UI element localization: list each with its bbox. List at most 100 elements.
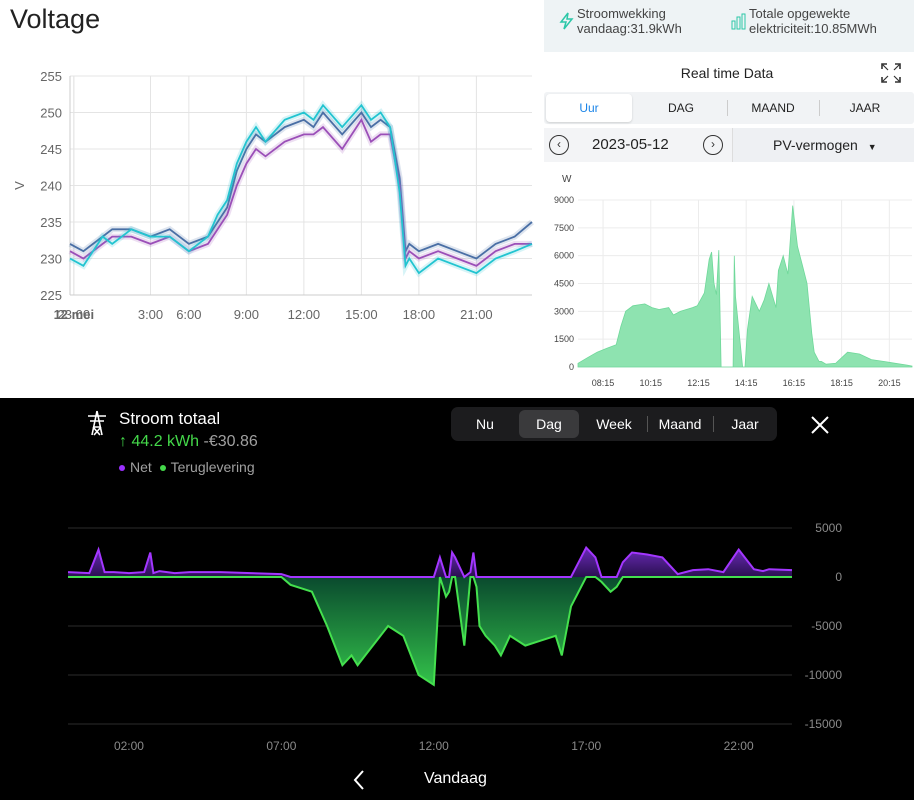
tab-divider	[819, 100, 820, 116]
y-tick-label: 6000	[554, 251, 574, 261]
solar-panel: Stroomwekking vandaag:31.9kWh Totale opg…	[540, 0, 914, 398]
close-icon[interactable]	[808, 413, 832, 437]
tab-jaar[interactable]: JAAR	[849, 101, 881, 115]
date-display: 2023-05-12	[592, 136, 669, 153]
x-tick-label: 12:00	[419, 739, 449, 753]
expand-icon[interactable]	[880, 62, 902, 84]
y-tick-label: 0	[835, 570, 842, 584]
x-tick-label: 14:15	[735, 378, 758, 388]
metric-dropdown[interactable]: PV-vermogen ▼	[732, 128, 914, 162]
pv-chart: W 0 1500 3000 4500 6000 7500 9000 08:15 10:15 12:1…	[554, 174, 913, 388]
y-axis-unit: W	[562, 174, 572, 185]
period-week[interactable]: Week	[596, 416, 632, 432]
x-tick-label: 07:00	[266, 739, 296, 753]
legend-teruglevering: Teruglevering	[170, 459, 255, 475]
y-tick-label: -10000	[805, 668, 843, 682]
x-tick-label: 18:15	[830, 378, 853, 388]
lightning-icon	[559, 12, 574, 30]
metric-value: PV-vermogen	[773, 137, 858, 153]
y-tick-label: -15000	[805, 717, 843, 731]
period-selector: Nu Dag Week Maand Jaar	[451, 407, 777, 441]
x-tick-label: 20:15	[878, 378, 901, 388]
energy-chart: 5000 0 -5000 -10000 -15000 02:00 07:00 12:00 17:…	[67, 521, 843, 753]
period-nu[interactable]: Nu	[476, 416, 494, 432]
bar-chart-icon	[731, 13, 746, 30]
x-tick-label: 23:00	[58, 307, 91, 322]
seg-divider	[713, 416, 714, 432]
y-tick-label: -5000	[811, 619, 842, 633]
stat-total-value: elektriciteit:10.85MWh	[749, 21, 877, 36]
x-tick-label: 08:15	[592, 378, 615, 388]
pv-area	[577, 205, 913, 368]
legend-dot-teruglevering	[159, 465, 166, 472]
y-tick-label: 235	[40, 215, 62, 230]
x-tick-label: 12:15	[687, 378, 710, 388]
energy-title: Stroom totaal	[119, 409, 221, 428]
solar-stats-bar: Stroomwekking vandaag:31.9kWh Totale opg…	[544, 0, 914, 52]
voltage-series-line	[69, 103, 533, 275]
tab-dag[interactable]: DAG	[667, 101, 694, 115]
energy-kwh: 44.2 kWh	[131, 433, 200, 450]
voltage-panel: 225 230 235 240 245 250 255 23:00 12 mei 3:00 6:00…	[0, 0, 540, 398]
y-tick-label: 225	[40, 288, 62, 303]
next-date-button[interactable]: ›	[703, 135, 723, 155]
legend-dot-net	[119, 465, 125, 472]
y-tick-label: 9000	[554, 195, 574, 205]
x-tick-label: 16:15	[783, 378, 806, 388]
y-tick-label: 245	[40, 142, 62, 157]
y-tick-label: 3000	[554, 306, 574, 316]
today-label: Vandaag	[424, 770, 487, 787]
x-tick-label: 02:00	[114, 739, 144, 753]
x-tick-label: 17:00	[571, 739, 601, 753]
energy-legend: Net Teruglevering	[119, 459, 255, 475]
voltage-series-band	[68, 113, 532, 270]
y-tick-label: 7500	[554, 223, 574, 233]
y-tick-label: 5000	[815, 521, 842, 535]
x-tick-label: 3:00	[138, 307, 163, 322]
x-tick-label: 21:00	[460, 307, 493, 322]
y-tick-label: 250	[40, 106, 62, 121]
date-bar: ‹ 2023-05-12 › PV-vermogen ▼	[544, 128, 914, 162]
x-tick-label: 18:00	[403, 307, 436, 322]
prev-date-button[interactable]: ‹	[549, 135, 569, 155]
caret-down-icon: ▼	[867, 142, 877, 152]
x-tick-label: 12 mei	[54, 307, 94, 322]
energy-cost: -€30.86	[203, 433, 258, 450]
tab-maand[interactable]: MAAND	[751, 101, 795, 115]
x-tick-label: 10:15	[639, 378, 662, 388]
stat-today: Stroomwekking vandaag:31.9kWh	[577, 6, 682, 36]
x-tick-label: 9:00	[234, 307, 259, 322]
x-tick-label: 12:00	[288, 307, 321, 322]
voltage-series-line	[69, 117, 532, 267]
y-axis-label: V	[12, 181, 27, 190]
stat-total-label: Totale opgewekte	[749, 6, 851, 21]
energy-panel: 5000 0 -5000 -10000 -15000 02:00 07:00 12:00 17:…	[0, 398, 914, 800]
x-tick-label: 6:00	[176, 307, 201, 322]
period-maand[interactable]: Maand	[658, 416, 702, 432]
net-line	[67, 545, 793, 579]
voltage-title: Voltage	[10, 4, 101, 34]
y-tick-label: 4500	[554, 279, 574, 289]
y-tick-label: 1500	[554, 334, 574, 344]
voltage-series-band	[68, 100, 534, 278]
stat-total: Totale opgewekte elektriciteit:10.85MWh	[749, 6, 877, 36]
period-tabs: Uur DAG MAAND JAAR	[544, 92, 914, 124]
arrow-up-icon: ↑	[119, 433, 127, 450]
legend-net: Net	[130, 459, 152, 475]
y-tick-label: 230	[40, 252, 62, 267]
x-tick-label: 15:00	[345, 307, 378, 322]
y-tick-label: 255	[40, 69, 62, 84]
teruglevering-line	[68, 576, 792, 687]
period-jaar[interactable]: Jaar	[731, 416, 759, 432]
teruglevering-area	[68, 577, 792, 685]
y-tick-label: 240	[40, 179, 62, 194]
period-dag[interactable]: Dag	[519, 410, 579, 438]
seg-divider	[647, 416, 648, 432]
tab-divider	[727, 100, 728, 116]
realtime-title: Real time Data	[680, 65, 774, 81]
stat-today-label: Stroomwekking	[577, 6, 666, 21]
tab-uur[interactable]: Uur	[546, 94, 632, 122]
chevron-left-icon[interactable]	[350, 768, 368, 792]
stat-today-value: vandaag:31.9kWh	[577, 21, 682, 36]
